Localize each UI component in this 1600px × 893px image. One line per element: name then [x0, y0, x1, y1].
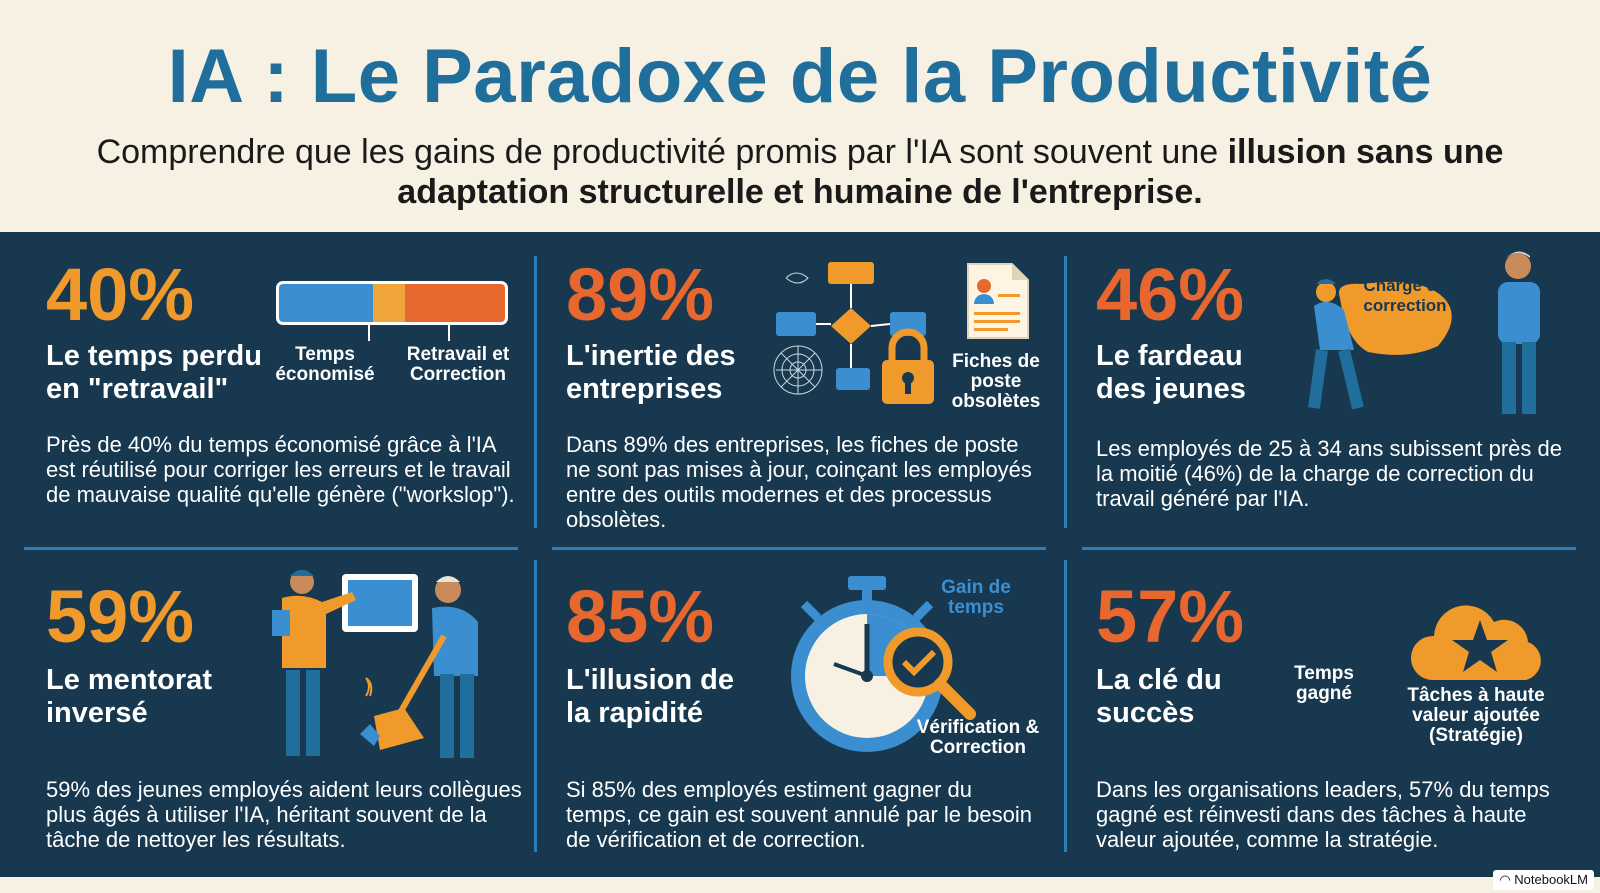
stat-label: L'inertie des entreprises — [566, 340, 736, 405]
saved-label: Temps économisé — [275, 344, 375, 385]
divider — [534, 256, 537, 528]
badge-label: NotebookLM — [1514, 872, 1588, 887]
divider — [552, 547, 1046, 550]
document-icon — [967, 263, 1029, 339]
saved-segment — [279, 284, 373, 322]
caption-left: Temps gagné — [1294, 663, 1354, 704]
caption-right: Tâches à haute valeur ajoutée (Stratégie… — [1407, 685, 1545, 746]
stat-description: 59% des jeunes employés aident leurs col… — [46, 777, 522, 852]
stat-description: Dans les organisations leaders, 57% du t… — [1096, 777, 1550, 852]
time-split-bar — [276, 281, 508, 325]
page-title: IA : Le Paradoxe de la Productivité — [167, 34, 1433, 119]
mentor-screen-icon — [272, 570, 418, 756]
stat-description: Dans 89% des entreprises, les fiches de … — [566, 432, 1032, 532]
lock-icon — [882, 328, 934, 404]
notebooklm-badge: ◠ NotebookLM — [1493, 870, 1594, 890]
stat-value: 59% — [46, 575, 195, 658]
divider — [1082, 547, 1576, 550]
stat-label: Le temps perdu en "retravail" — [46, 340, 262, 405]
stat-value: 89% — [566, 253, 715, 336]
page-subtitle: Comprendre que les gains de productivité… — [40, 132, 1560, 212]
divider — [534, 560, 537, 852]
header: IA : Le Paradoxe de la Productivité Comp… — [0, 0, 1600, 232]
rework-segment — [405, 284, 505, 322]
stat-description: Près de 40% du temps économisé grâce à l… — [46, 432, 515, 507]
subtitle-bold: illusion sans une adaptation structurell… — [397, 133, 1504, 211]
stat-label: L'illusion de la rapidité — [566, 664, 735, 729]
icon-caption: Fiches de poste obsolètes — [951, 351, 1041, 412]
divider — [1064, 560, 1067, 852]
bar-tick — [368, 325, 370, 341]
magnifier-check-icon — [883, 627, 976, 720]
stat-label: Le fardeau des jeunes — [1096, 340, 1246, 405]
flowchart-cobweb-icon — [773, 262, 926, 395]
notebooklm-icon: ◠ — [1499, 872, 1515, 887]
stat-value: 57% — [1096, 575, 1245, 658]
icon-caption: Charge de correction — [1363, 276, 1447, 315]
stat-value: 85% — [566, 575, 715, 658]
stat-value: 40% — [46, 253, 195, 336]
divider — [1064, 256, 1067, 528]
stat-description: Les employés de 25 à 34 ans subissent pr… — [1096, 436, 1562, 511]
divider — [24, 547, 518, 550]
overlap-segment — [373, 284, 405, 322]
rework-label: Retravail et Correction — [406, 344, 510, 385]
caption-top: Gain de temps — [941, 577, 1011, 618]
stat-value: 46% — [1096, 253, 1245, 336]
young-worker-carrying-icon — [1308, 279, 1452, 410]
bar-tick — [448, 325, 450, 341]
caption-bottom: Vérification & Correction — [916, 717, 1040, 758]
cloud-star-icon — [1410, 605, 1541, 680]
subtitle-regular: Comprendre que les gains de productivité… — [96, 133, 1228, 171]
sweeping-person-icon — [360, 576, 478, 758]
stat-label: Le mentorat inversé — [46, 664, 212, 729]
older-worker-icon — [1498, 251, 1540, 414]
stat-description: Si 85% des employés estiment gagner du t… — [566, 777, 1032, 852]
stat-label: La clé du succès — [1096, 664, 1222, 729]
